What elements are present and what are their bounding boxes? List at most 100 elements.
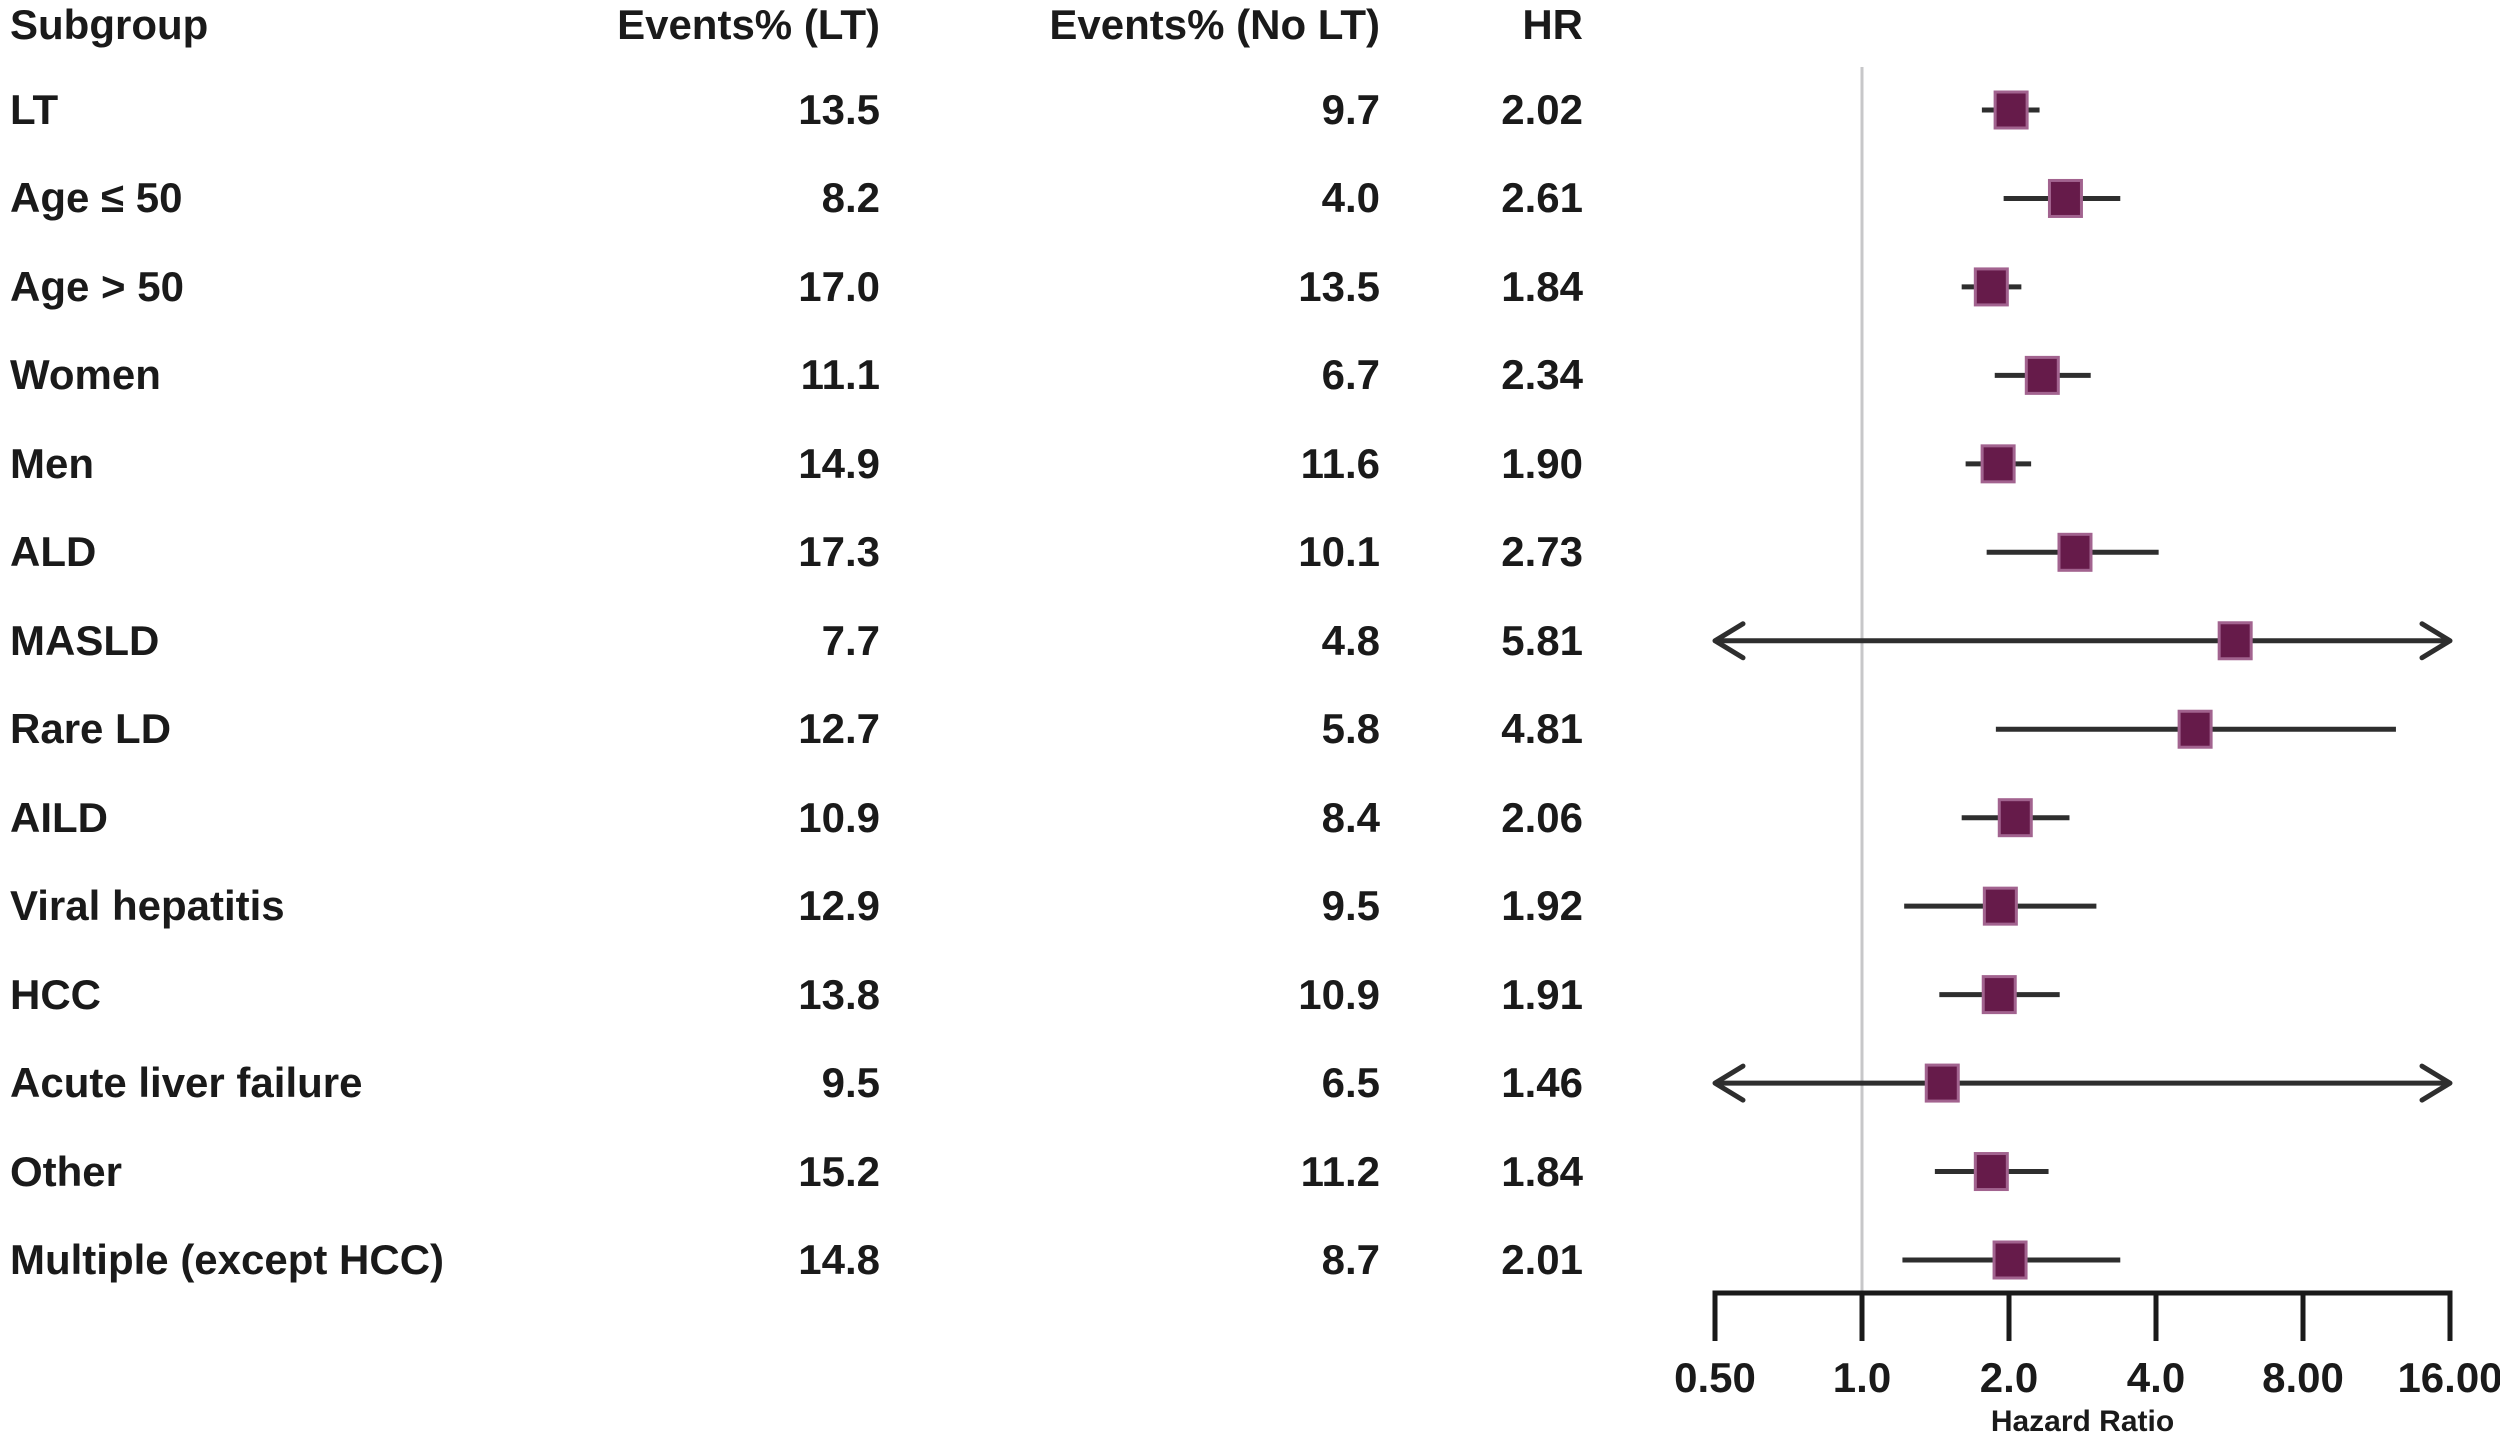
hr-marker [1992, 1240, 2028, 1280]
table-row: Women 11.1 6.7 2.34 [0, 331, 1690, 419]
hr-cell: 2.34 [1501, 351, 1583, 399]
events-no-lt-cell: 10.1 [1298, 528, 1380, 576]
events-lt-cell: 7.7 [821, 616, 880, 664]
table-row: Viral hepatitis 12.9 9.5 1.92 [0, 862, 1690, 950]
events-lt-cell: 8.2 [821, 174, 880, 222]
table-row: AILD 10.9 8.4 2.06 [0, 774, 1690, 862]
subgroup-cell: Multiple (except HCC) [10, 1235, 445, 1283]
table-row: HCC 13.8 10.9 1.91 [0, 951, 1690, 1039]
table-row: Rare LD 12.7 5.8 4.81 [0, 685, 1690, 773]
table-row: LT 13.5 9.7 2.02 [0, 66, 1690, 154]
subgroup-cell: Men [10, 439, 94, 487]
hr-cell: 5.81 [1501, 616, 1583, 664]
subgroup-cell: ALD [10, 528, 97, 576]
hr-marker [2177, 709, 2213, 749]
x-tick-label: 4.0 [2127, 1354, 2185, 1401]
events-lt-cell: 15.2 [798, 1147, 880, 1195]
hr-cell: 1.91 [1501, 970, 1583, 1018]
hr-cell: 1.84 [1501, 262, 1583, 310]
subgroup-cell: Viral hepatitis [10, 882, 285, 930]
events-no-lt-cell: 6.5 [1321, 1059, 1380, 1107]
events-no-lt-cell: 11.6 [1300, 439, 1380, 487]
subgroup-cell: Rare LD [10, 705, 172, 753]
hr-cell: 1.46 [1501, 1059, 1583, 1107]
hr-marker [2024, 355, 2060, 395]
ci-arrow-left [1712, 621, 1746, 661]
events-lt-cell: 17.0 [798, 262, 880, 310]
events-lt-cell: 9.5 [821, 1059, 880, 1107]
table-row: Multiple (except HCC) 14.8 8.7 2.01 [0, 1216, 1690, 1304]
column-header-hr: HR [1522, 1, 1583, 48]
ci-arrow-right [2419, 1063, 2453, 1103]
hr-cell: 2.02 [1501, 86, 1583, 133]
column-header-events-lt: Events% (LT) [617, 1, 880, 48]
hr-marker [2217, 621, 2253, 661]
hr-cell: 4.81 [1501, 705, 1583, 753]
column-header-subgroup: Subgroup [10, 1, 209, 48]
hr-cell: 1.90 [1501, 439, 1583, 487]
events-no-lt-cell: 6.7 [1321, 351, 1380, 399]
events-lt-cell: 10.9 [798, 793, 880, 841]
hr-marker [1973, 1152, 2009, 1192]
subgroup-cell: Age > 50 [10, 262, 184, 310]
hr-cell: 2.01 [1501, 1235, 1583, 1283]
events-lt-cell: 14.8 [798, 1235, 880, 1283]
events-lt-cell: 17.3 [798, 528, 880, 576]
hr-marker [1980, 444, 2016, 484]
events-no-lt-cell: 9.5 [1321, 882, 1380, 930]
ci-arrow-right [2419, 621, 2453, 661]
events-no-lt-cell: 4.8 [1321, 616, 1380, 664]
ci-arrow-left [1712, 1063, 1746, 1103]
events-no-lt-cell: 8.4 [1321, 793, 1380, 841]
subgroup-cell: Women [10, 351, 161, 399]
subgroup-cell: HCC [10, 970, 101, 1018]
hr-marker [2047, 178, 2083, 218]
subgroup-cell: Other [10, 1147, 123, 1195]
events-no-lt-cell: 13.5 [1298, 262, 1380, 310]
events-lt-cell: 12.7 [798, 705, 880, 753]
table-header-row: Subgroup Events% (LT) Events% (No LT) HR [0, 0, 1690, 69]
events-no-lt-cell: 9.7 [1321, 86, 1380, 133]
events-lt-cell: 11.1 [800, 351, 880, 399]
x-tick-label: 0.50 [1674, 1354, 1756, 1401]
events-lt-cell: 12.9 [798, 882, 880, 930]
x-tick-label: 2.0 [1980, 1354, 2038, 1401]
table-row: Age > 50 17.0 13.5 1.84 [0, 243, 1690, 331]
hr-cell: 2.61 [1501, 174, 1583, 222]
events-lt-cell: 13.8 [798, 970, 880, 1018]
table-row: Age ≤ 50 8.2 4.0 2.61 [0, 154, 1690, 242]
hr-cell: 2.06 [1501, 793, 1583, 841]
hr-marker [2057, 532, 2093, 572]
events-lt-cell: 13.5 [798, 86, 880, 133]
events-no-lt-cell: 4.0 [1321, 174, 1380, 222]
x-tick-label: 8.00 [2262, 1354, 2344, 1401]
x-axis-title: Hazard Ratio [1991, 1405, 2174, 1438]
table-row: MASLD 7.7 4.8 5.81 [0, 597, 1690, 685]
hr-marker [1981, 975, 2017, 1015]
hr-cell: 2.73 [1501, 528, 1583, 576]
subgroup-cell: LT [10, 86, 59, 133]
hr-cell: 1.84 [1501, 1147, 1583, 1195]
x-tick-label: 16.00 [2397, 1354, 2500, 1401]
table-row: Men 14.9 11.6 1.90 [0, 420, 1690, 508]
events-no-lt-cell: 10.9 [1298, 970, 1380, 1018]
hr-marker [1997, 798, 2033, 838]
events-no-lt-cell: 8.7 [1321, 1235, 1380, 1283]
events-lt-cell: 14.9 [798, 439, 880, 487]
column-header-events-no-lt: Events% (No LT) [1049, 1, 1380, 48]
hr-marker [1993, 90, 2029, 130]
table-row: ALD 17.3 10.1 2.73 [0, 508, 1690, 596]
events-no-lt-cell: 11.2 [1300, 1147, 1380, 1195]
hr-cell: 1.92 [1501, 882, 1583, 930]
subgroup-cell: Age ≤ 50 [10, 174, 183, 222]
hr-marker [1924, 1063, 1960, 1103]
subgroup-cell: AILD [10, 793, 108, 841]
table-row: Other 15.2 11.2 1.84 [0, 1128, 1690, 1216]
subgroup-cell: MASLD [10, 616, 160, 664]
x-tick-label: 1.0 [1833, 1354, 1891, 1401]
hr-marker [1982, 886, 2018, 926]
hr-marker [1973, 267, 2009, 307]
x-axis [1712, 1290, 2453, 1341]
